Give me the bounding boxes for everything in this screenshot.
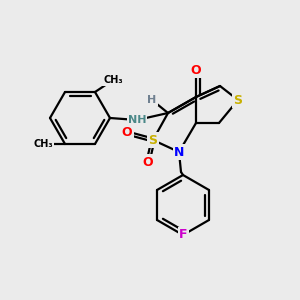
Text: CH₃: CH₃ (103, 75, 123, 85)
Text: O: O (191, 64, 201, 76)
Text: N: N (174, 146, 184, 158)
Text: F: F (179, 229, 187, 242)
Text: H: H (147, 95, 157, 105)
Text: S: S (233, 94, 242, 106)
Text: O: O (122, 127, 132, 140)
Text: O: O (143, 155, 153, 169)
Text: CH₃: CH₃ (33, 139, 53, 149)
Text: NH: NH (128, 115, 146, 125)
Text: S: S (148, 134, 158, 146)
